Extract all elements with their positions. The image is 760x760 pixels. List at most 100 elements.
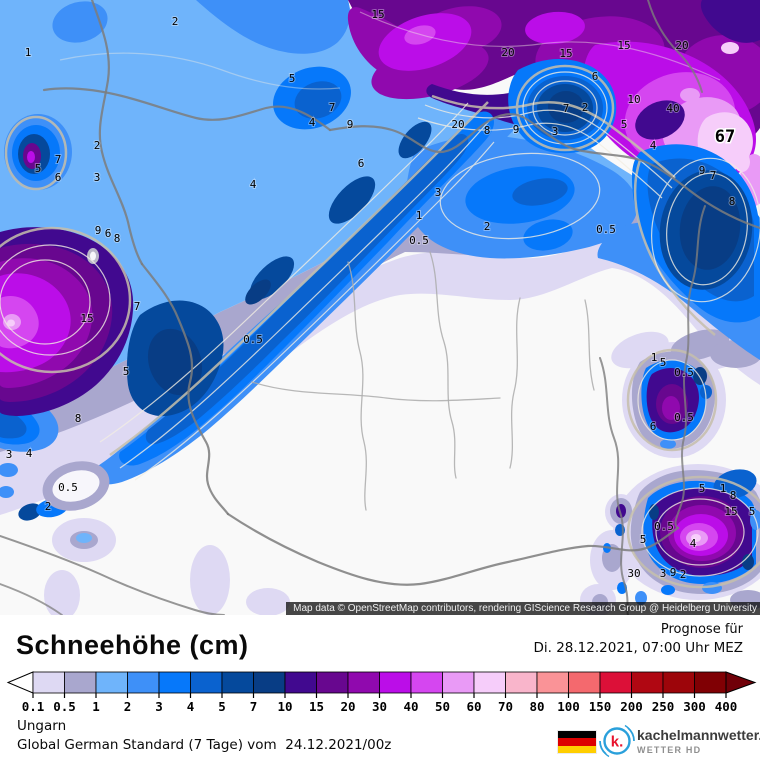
contour-label: 15 <box>80 312 93 325</box>
contour-label: 7 <box>134 300 141 313</box>
contour-label: 9 <box>95 224 102 237</box>
flag-stripe-red <box>558 738 596 746</box>
region-name: Ungarn <box>17 718 67 734</box>
contour-label: 20 <box>675 39 688 52</box>
colorbar-tick-label: 70 <box>498 699 513 714</box>
contour-label: 8 <box>114 232 121 245</box>
colorbar-segment <box>694 671 727 694</box>
german-flag-icon <box>558 731 596 753</box>
colorbar-segment <box>347 671 380 694</box>
brand-name: kachelmannwetter.com <box>637 727 760 743</box>
map-attribution: Map data © OpenStreetMap contributors, r… <box>286 602 760 615</box>
snow-region-dot <box>610 498 632 536</box>
colorbar-tick-label: 50 <box>435 699 450 714</box>
color-scale: 0.1 0.5 1 2 3 4 5 7 10 15 20 30 40 50 60 70 80 100 150 200 2… <box>6 671 757 714</box>
colorbar-arrow-right <box>725 671 757 694</box>
contour-label: 5 <box>749 505 756 518</box>
contour-label: 0.5 <box>674 366 694 379</box>
colorbar-tick-label: 300 <box>683 699 706 714</box>
colorbar-segment <box>221 671 254 694</box>
contour-label: 3 <box>6 448 13 461</box>
colorbar-tick-label: 0.5 <box>53 699 76 714</box>
contour-label: 3 <box>660 567 667 580</box>
colorbar-tick-label: 80 <box>529 699 544 714</box>
contour-label: 20 <box>501 46 514 59</box>
page-title: Schneehöhe (cm) <box>16 630 249 660</box>
colorbar-segment <box>442 671 475 694</box>
colorbar-tick-label: 1 <box>92 699 100 714</box>
contour-label: 30 <box>627 567 640 580</box>
colorbar-segment <box>190 671 223 694</box>
colorbar-arrow-left <box>6 671 34 694</box>
colorbar-segment <box>32 671 65 694</box>
colorbar-segment <box>505 671 538 694</box>
contour-label: 1 <box>416 209 423 222</box>
contour-label: 2 <box>484 220 491 233</box>
contour-label: 7 <box>563 102 570 115</box>
contour-label: 5 <box>123 365 130 378</box>
contour-label: 4 <box>26 447 33 460</box>
contour-label: 1 <box>651 351 658 364</box>
brand-subtitle: WETTER HD <box>637 745 702 755</box>
colorbar-tick-label: 400 <box>715 699 738 714</box>
colorbar-segment <box>379 671 412 694</box>
contour-label: 15 <box>617 39 630 52</box>
contour-halos <box>0 64 760 589</box>
contour-label: 2 <box>172 15 179 28</box>
colorbar-segment <box>284 671 317 694</box>
colorbar-tick-label: 4 <box>187 699 195 714</box>
contour-label: 3 <box>435 186 442 199</box>
contour-label: 7 <box>55 153 62 166</box>
model-info: Ungarn Global German Standard (7 Tage) v… <box>17 717 391 755</box>
contour-label: 40 <box>666 102 679 115</box>
contour-label: 0.5 <box>654 520 674 533</box>
contour-label: 2 <box>582 101 589 114</box>
contour-label: 5 <box>289 72 296 85</box>
contour-label: 7 <box>710 169 717 182</box>
flag-stripe-gold <box>558 745 596 753</box>
colorbar-tick-label: 60 <box>466 699 481 714</box>
contour-label: 15 <box>559 47 572 60</box>
forecast-time: Di. 28.12.2021, 07:00 Uhr MEZ <box>533 640 743 656</box>
brand-text: kachelmannwetter.com WETTER HD <box>637 727 760 755</box>
contour-label: 9 <box>347 118 354 131</box>
contour-label: 7 <box>329 101 336 114</box>
contour-label: 9 <box>670 566 677 579</box>
contour-label: 6 <box>105 227 112 240</box>
colorbar-segment <box>410 671 443 694</box>
contour-label: 1 <box>720 482 727 495</box>
contour-label: 3 <box>94 171 101 184</box>
snow-region-ridges <box>0 58 760 521</box>
contour-label: 0.5 <box>674 411 694 424</box>
colorbar-tick-label: 100 <box>557 699 580 714</box>
contour-label: 6 <box>650 420 657 433</box>
logo-letter: k. <box>611 734 624 751</box>
contour-label: 10 <box>627 93 640 106</box>
colorbar-tick-label: 5 <box>218 699 226 714</box>
colorbar-segment <box>536 671 569 694</box>
colorbar-tick-label: 150 <box>589 699 612 714</box>
contour-label: 8 <box>730 489 737 502</box>
contour-label: 5 <box>621 118 628 131</box>
colorbar-tick-label: 7 <box>250 699 258 714</box>
colorbar-tick-label: 0.1 <box>22 699 45 714</box>
max-value-label: 67 <box>715 127 735 147</box>
colorbar-tick-label: 30 <box>372 699 387 714</box>
contour-label: 0.5 <box>596 223 616 236</box>
colorbar-segment <box>95 671 128 694</box>
contour-label: 2 <box>45 500 52 513</box>
colorbar-tick-label: 20 <box>340 699 355 714</box>
forecast-label: Prognose für <box>660 622 743 637</box>
colorbar-segment <box>253 671 286 694</box>
contour-label: 8 <box>75 412 82 425</box>
colorbar-segment <box>599 671 632 694</box>
flag-stripe-black <box>558 731 596 739</box>
colorbar-tick-label: 250 <box>652 699 675 714</box>
contour-label: 5 <box>699 482 706 495</box>
colorbar-tick-label: 10 <box>277 699 292 714</box>
snow-region-nw-blob <box>4 114 72 190</box>
colorbar-segment <box>473 671 506 694</box>
model-run: Global German Standard (7 Tage) vom 24.1… <box>17 737 392 753</box>
contour-label: 6 <box>358 157 365 170</box>
contour-label: 9 <box>513 123 520 136</box>
